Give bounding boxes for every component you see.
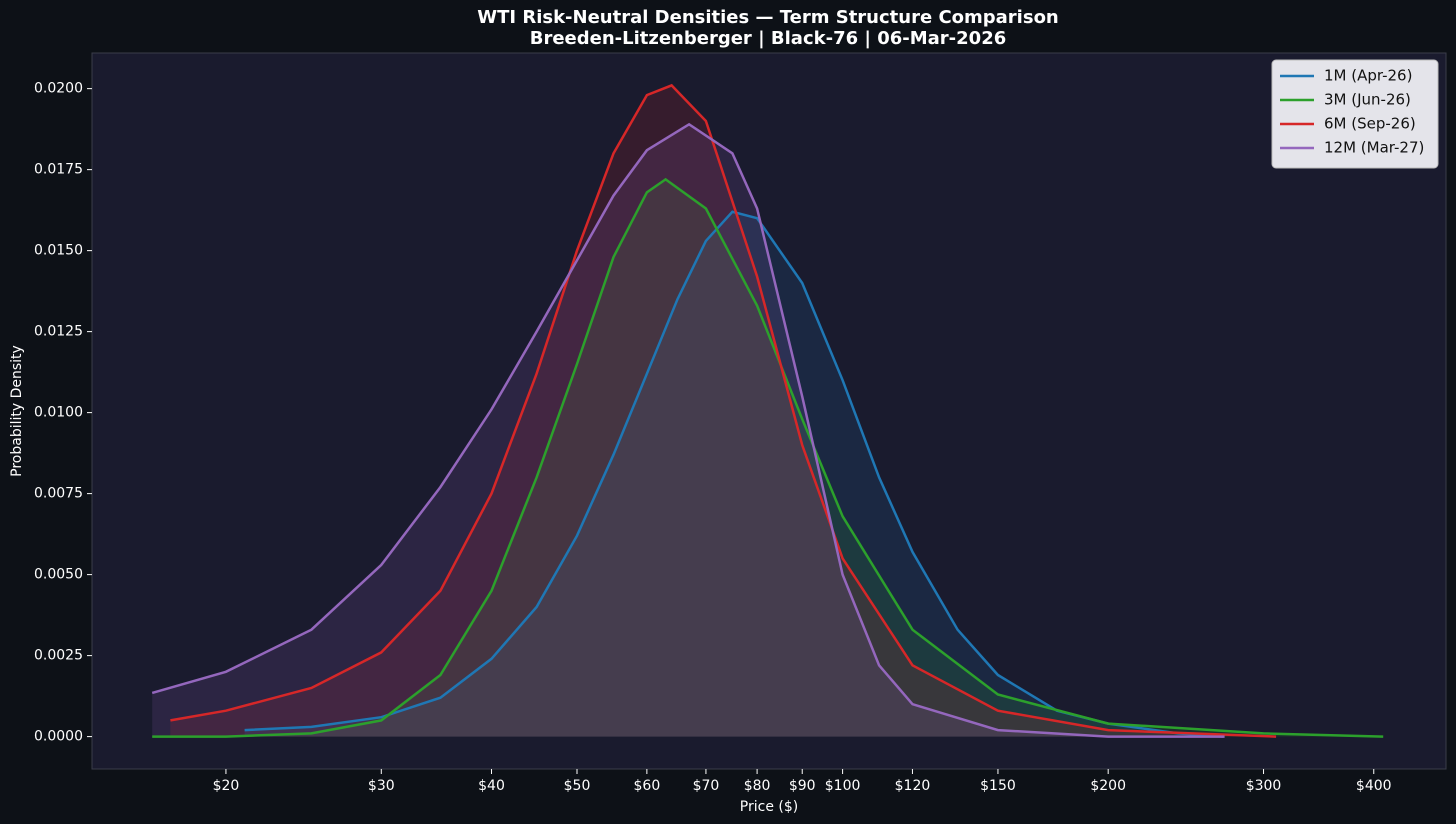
- y-axis-label: Probability Density: [9, 345, 25, 477]
- x-tick-label: $100: [825, 778, 861, 794]
- x-tick-label: $60: [634, 778, 661, 794]
- area-fill: [152, 179, 1384, 737]
- chart-subtitle: Breeden-Litzenberger | Black-76 | 06-Mar…: [530, 28, 1007, 49]
- x-tick-label: $300: [1246, 778, 1282, 794]
- x-tick-label: $30: [368, 778, 395, 794]
- legend-label: 3M (Jun-26): [1324, 91, 1411, 109]
- legend-label: 1M (Apr-26): [1324, 67, 1412, 85]
- area-fill: [170, 85, 1277, 737]
- plot-area: [91, 52, 1447, 770]
- x-tick-label: $150: [980, 778, 1016, 794]
- x-tick-label: $90: [789, 778, 816, 794]
- x-tick-label: $200: [1090, 778, 1126, 794]
- y-tick-label: 0.0025: [34, 648, 83, 664]
- y-tick-label: 0.0200: [34, 81, 83, 97]
- y-tick-label: 0.0050: [34, 567, 83, 583]
- area-fill: [152, 124, 1225, 737]
- area-fill: [244, 211, 1224, 737]
- y-tick-label: 0.0100: [34, 405, 83, 421]
- x-tick-label: $20: [213, 778, 240, 794]
- y-tick-label: 0.0150: [34, 243, 83, 259]
- y-tick-label: 0.0125: [34, 324, 83, 340]
- y-tick-label: 0.0175: [34, 162, 83, 178]
- density-line: [152, 177, 1384, 738]
- density-line: [244, 210, 1224, 738]
- legend-box: [1271, 59, 1439, 169]
- x-tick-label: $80: [744, 778, 771, 794]
- legend-label: 12M (Mar-27): [1324, 139, 1424, 157]
- x-tick-label: $50: [564, 778, 591, 794]
- x-tick-label: $400: [1356, 778, 1392, 794]
- legend: 1M (Apr-26) 3M (Jun-26) 6M (Sep-26) 12M (Ma…: [1271, 59, 1439, 169]
- y-tick-label: 0.0000: [34, 729, 83, 745]
- x-tick-label: $40: [478, 778, 505, 794]
- x-tick-label: $120: [895, 778, 931, 794]
- chart-title: WTI Risk-Neutral Densities — Term Struct…: [477, 7, 1059, 28]
- x-tick-label: $70: [693, 778, 720, 794]
- density-line: [170, 83, 1277, 738]
- x-axis-label: Price ($): [740, 799, 798, 815]
- legend-label: 6M (Sep-26): [1324, 115, 1416, 133]
- density-line: [151, 122, 1225, 738]
- y-tick-label: 0.0075: [34, 486, 83, 502]
